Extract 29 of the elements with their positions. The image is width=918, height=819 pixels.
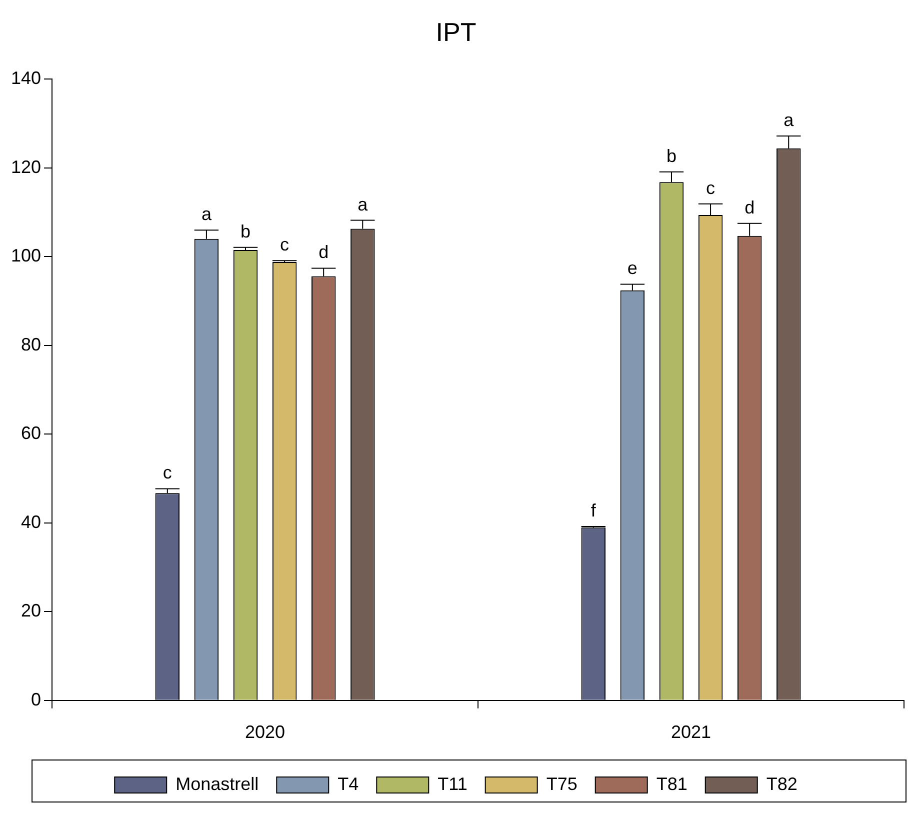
data-label: c xyxy=(280,234,290,255)
legend-label: T82 xyxy=(766,774,798,794)
y-tick-label: 100 xyxy=(10,246,42,266)
y-tick-label: 0 xyxy=(31,689,42,710)
data-label: a xyxy=(201,204,212,224)
y-tick-label: 80 xyxy=(21,334,42,354)
data-label: d xyxy=(744,197,755,218)
legend-label: T11 xyxy=(438,774,468,794)
y-tick-label: 140 xyxy=(10,68,42,88)
y-tick-label: 60 xyxy=(21,423,42,444)
data-label: b xyxy=(240,221,251,242)
x-tick-label: 2020 xyxy=(245,722,286,742)
y-tick-label: 120 xyxy=(10,156,42,177)
legend-label: T75 xyxy=(546,774,578,794)
legend-label: Monastrell xyxy=(176,774,259,794)
chart-title: IPT xyxy=(436,16,476,47)
data-label: c xyxy=(706,178,716,198)
x-tick-label: 2021 xyxy=(670,722,712,742)
y-tick-label: 20 xyxy=(21,600,42,621)
data-label: f xyxy=(590,500,597,520)
legend-label: T4 xyxy=(338,774,359,794)
data-label: d xyxy=(318,242,329,262)
data-label: b xyxy=(666,146,676,166)
data-label: a xyxy=(784,110,795,130)
data-label: c xyxy=(162,462,172,483)
y-tick-label: 40 xyxy=(21,512,42,532)
data-label: e xyxy=(627,258,638,278)
data-label: a xyxy=(358,194,369,214)
legend-label: T81 xyxy=(656,774,688,794)
